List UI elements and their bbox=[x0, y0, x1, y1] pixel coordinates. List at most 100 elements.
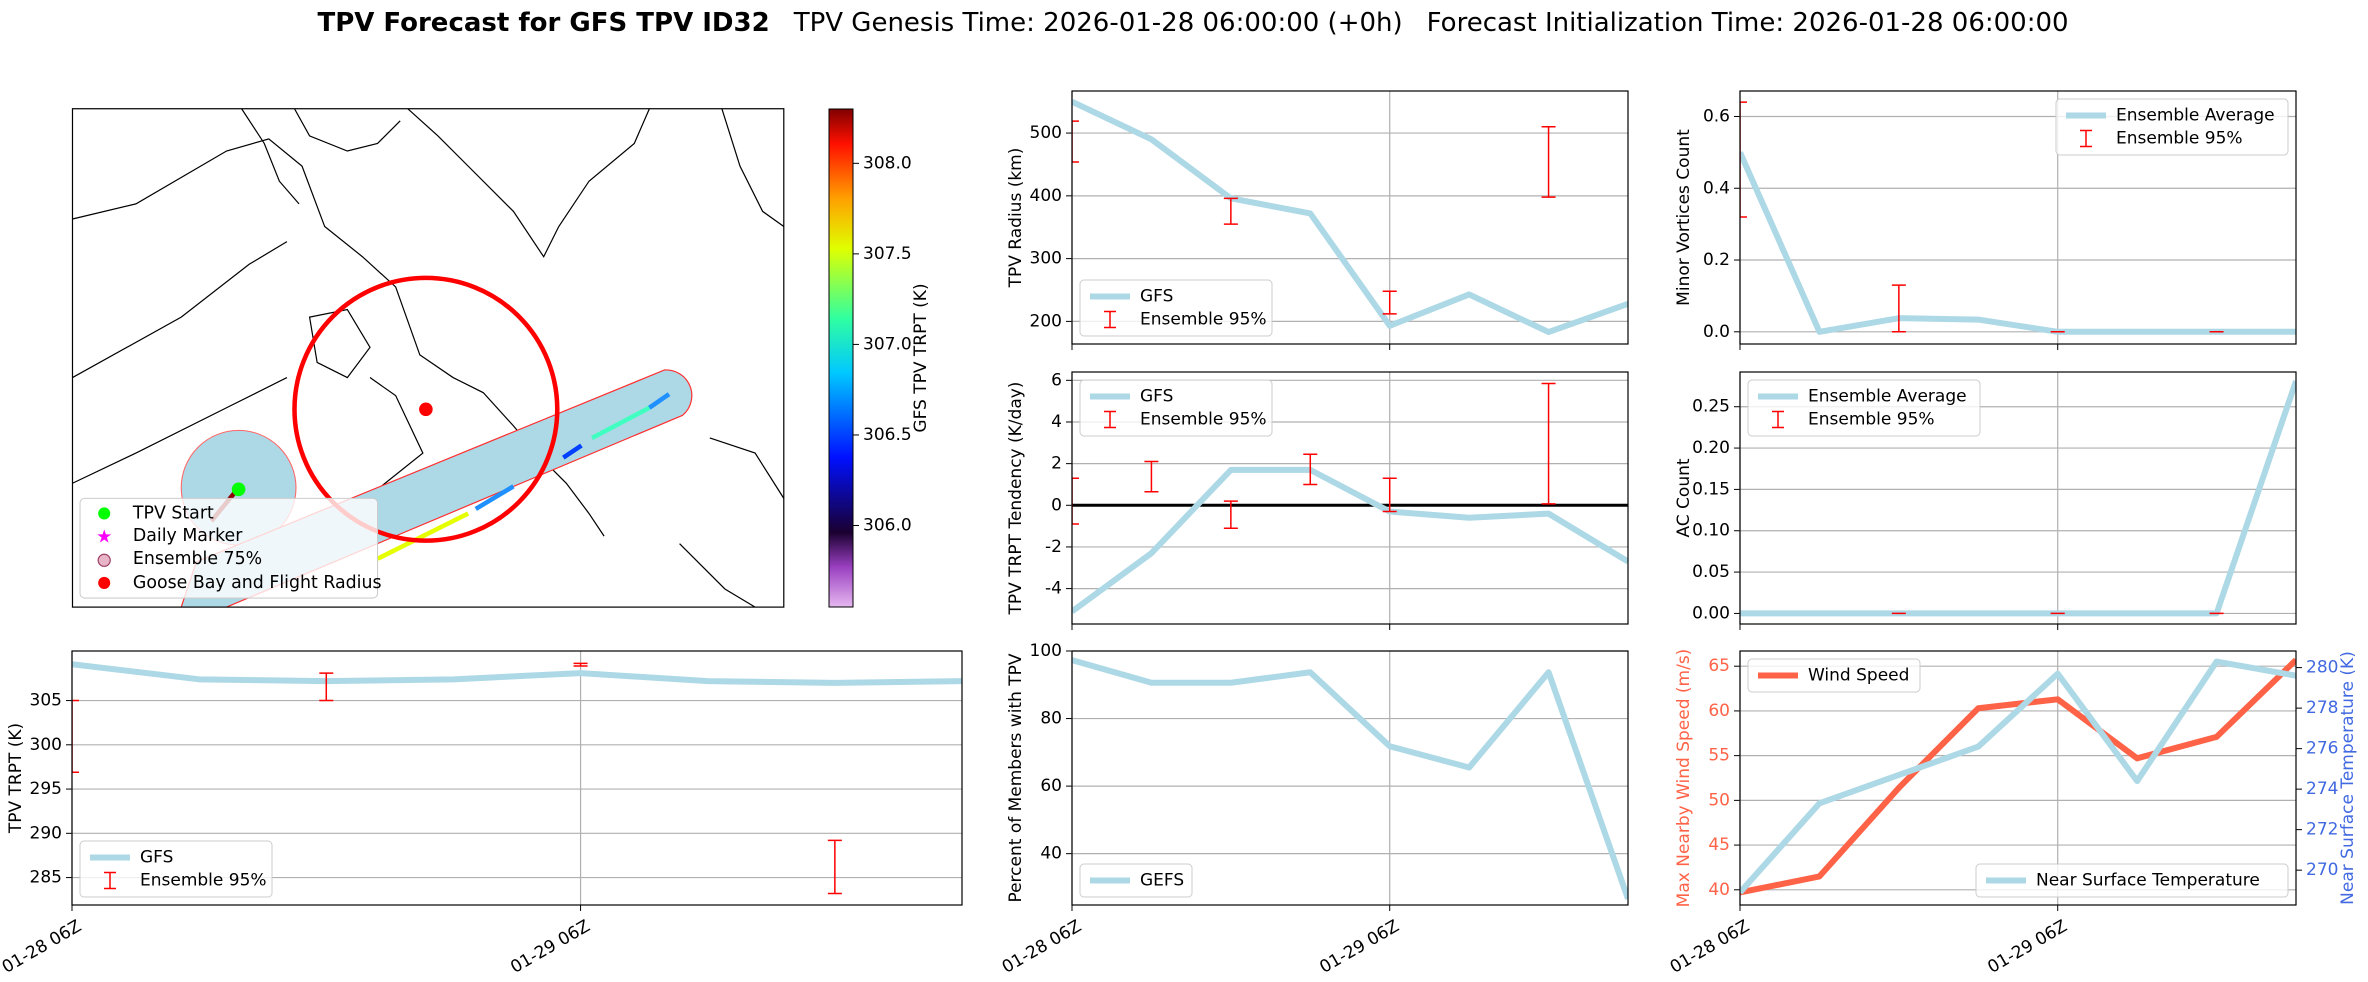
colorbar-tick-label: 307.5 bbox=[863, 244, 912, 264]
error-bar bbox=[1382, 290, 1397, 315]
y-tick-label: 50 bbox=[1708, 790, 1730, 810]
chart-panel: 40 45 50 55 60 65 270 272 274 276 278 280 01-28 06Z 0… bbox=[1667, 649, 2358, 978]
legend-label: GFS bbox=[140, 848, 173, 868]
y2-tick-label: 272 bbox=[2306, 820, 2338, 840]
plot-frame bbox=[1071, 90, 1629, 345]
y2-tick-label: 280 bbox=[2306, 658, 2338, 678]
y-tick-label: 80 bbox=[1040, 709, 1062, 729]
plot-content bbox=[1072, 657, 1628, 900]
x-tick-label: 01-29 06Z bbox=[1984, 916, 2070, 977]
legend-label: TPV Start bbox=[132, 503, 214, 523]
error-bar bbox=[72, 699, 79, 773]
error-bar bbox=[1223, 500, 1238, 529]
error-bar bbox=[573, 662, 588, 667]
greenland bbox=[407, 108, 650, 258]
error-bar bbox=[1303, 453, 1318, 486]
y-tick-label: 200 bbox=[1030, 311, 1062, 331]
legend-swatch bbox=[1772, 410, 1784, 429]
chart-panel: 40 60 80 100 01-28 06Z 01-29 06Z Percent of Me… bbox=[999, 641, 1629, 978]
y-tick-label: 2 bbox=[1051, 454, 1062, 474]
plot-frame bbox=[71, 650, 963, 906]
legend-label: Wind Speed bbox=[1808, 666, 1909, 686]
series-line bbox=[1072, 657, 1628, 900]
plot-frame bbox=[1739, 90, 2297, 345]
y-tick-label: -2 bbox=[1045, 537, 1062, 557]
colorbar-tick-label: 307.0 bbox=[863, 334, 912, 354]
chart-panel: 0.00 0.05 0.10 0.15 0.20 0.25 AC Count Ensemble… bbox=[1674, 371, 2297, 630]
legend-swatch bbox=[1104, 410, 1116, 429]
plot-frame bbox=[1071, 650, 1629, 906]
error-bar bbox=[1740, 101, 1747, 218]
map-panel: ★ TPV Start Daily Marker Ensemble 75% Go… bbox=[71, 108, 785, 608]
y-tick-label: 45 bbox=[1708, 835, 1730, 855]
title-genesis: TPV Genesis Time: 2026-01-28 06:00:00 (+… bbox=[793, 8, 1403, 38]
y-tick-label: 40 bbox=[1040, 844, 1062, 864]
y-axis-label: TPV TRPT (K) bbox=[6, 723, 26, 834]
y2-tick-label: 274 bbox=[2306, 779, 2338, 799]
europe bbox=[679, 108, 784, 608]
legend-label: Goose Bay and Flight Radius bbox=[133, 573, 382, 593]
x-tick-label: 01-29 06Z bbox=[1316, 916, 1402, 977]
error-bar bbox=[1144, 460, 1159, 493]
plot-frame bbox=[1739, 650, 2297, 906]
track bbox=[474, 484, 515, 511]
error-bar bbox=[1541, 382, 1556, 505]
y-axis-label: Max Nearby Wind Speed (m/s) bbox=[1674, 649, 1694, 908]
plot-content bbox=[1740, 101, 2296, 335]
legend-label: Ensemble Average bbox=[2116, 106, 2275, 126]
border bbox=[72, 241, 288, 484]
plot-frame bbox=[1071, 371, 1629, 625]
legend-swatch bbox=[1104, 310, 1116, 329]
series-line bbox=[1740, 657, 2296, 896]
y2-axis-label: Near Surface Temperature (K) bbox=[2338, 651, 2358, 905]
title-init: Forecast Initialization Time: 2026-01-28… bbox=[1427, 8, 2069, 38]
y-tick-label: 4 bbox=[1051, 412, 1062, 432]
y-tick-label: 0.00 bbox=[1692, 603, 1730, 623]
series-line bbox=[1072, 466, 1628, 614]
y-tick-label: 400 bbox=[1030, 186, 1062, 206]
y-axis-label: Minor Vortices Count bbox=[1674, 129, 1694, 306]
chart-panel: -4 -2 0 2 4 6 TPV TRPT Tendency (K/day) GFS Ense… bbox=[1006, 370, 1629, 630]
plot-content bbox=[1740, 657, 2296, 896]
y-tick-label: 0.6 bbox=[1703, 106, 1730, 126]
legend-marker: ★ bbox=[96, 527, 112, 548]
colorbar bbox=[828, 108, 854, 608]
y-tick-label: -4 bbox=[1045, 579, 1062, 599]
error-bar bbox=[1382, 477, 1397, 513]
series-line bbox=[1740, 380, 2296, 617]
legend-box bbox=[1079, 863, 1193, 898]
colorbar-label: GFS TPV TRPT (K) bbox=[911, 283, 931, 432]
series-line bbox=[1740, 151, 2296, 335]
y-tick-label: 55 bbox=[1708, 746, 1730, 766]
plot-frame bbox=[1739, 371, 2297, 625]
goose-bay bbox=[419, 402, 433, 417]
track bbox=[376, 511, 470, 561]
y-tick-label: 305 bbox=[30, 691, 62, 711]
x-tick-label: 01-28 06Z bbox=[1667, 916, 1753, 977]
colorbar-tick-label: 308.0 bbox=[863, 153, 912, 173]
y-tick-label: 295 bbox=[30, 779, 62, 799]
legend-box bbox=[2055, 98, 2289, 156]
error-bar bbox=[1072, 477, 1079, 525]
legend-label: GFS bbox=[1140, 387, 1173, 407]
error-bar bbox=[319, 672, 334, 702]
title-main: TPV Forecast for GFS TPV ID32 bbox=[317, 8, 769, 38]
colorbar-tick-label: 306.0 bbox=[863, 516, 912, 536]
y2-tick-label: 276 bbox=[2306, 739, 2338, 759]
legend-label: Daily Marker bbox=[133, 526, 243, 546]
legend-label: Ensemble 95% bbox=[1140, 410, 1267, 430]
map-legend bbox=[79, 497, 379, 599]
legend-label: Ensemble 95% bbox=[1808, 410, 1935, 430]
y-axis-label: Percent of Members with TPV bbox=[1006, 653, 1026, 902]
colorbar-tick-label: 306.5 bbox=[863, 425, 912, 445]
series-line bbox=[72, 661, 962, 686]
y-tick-label: 285 bbox=[30, 868, 62, 888]
y-tick-label: 6 bbox=[1051, 370, 1062, 390]
error-bar bbox=[1541, 126, 1556, 198]
y-tick-label: 0.15 bbox=[1692, 479, 1730, 499]
series-line bbox=[1072, 98, 1628, 336]
y-tick-label: 40 bbox=[1708, 880, 1730, 900]
plot-content bbox=[72, 661, 962, 895]
